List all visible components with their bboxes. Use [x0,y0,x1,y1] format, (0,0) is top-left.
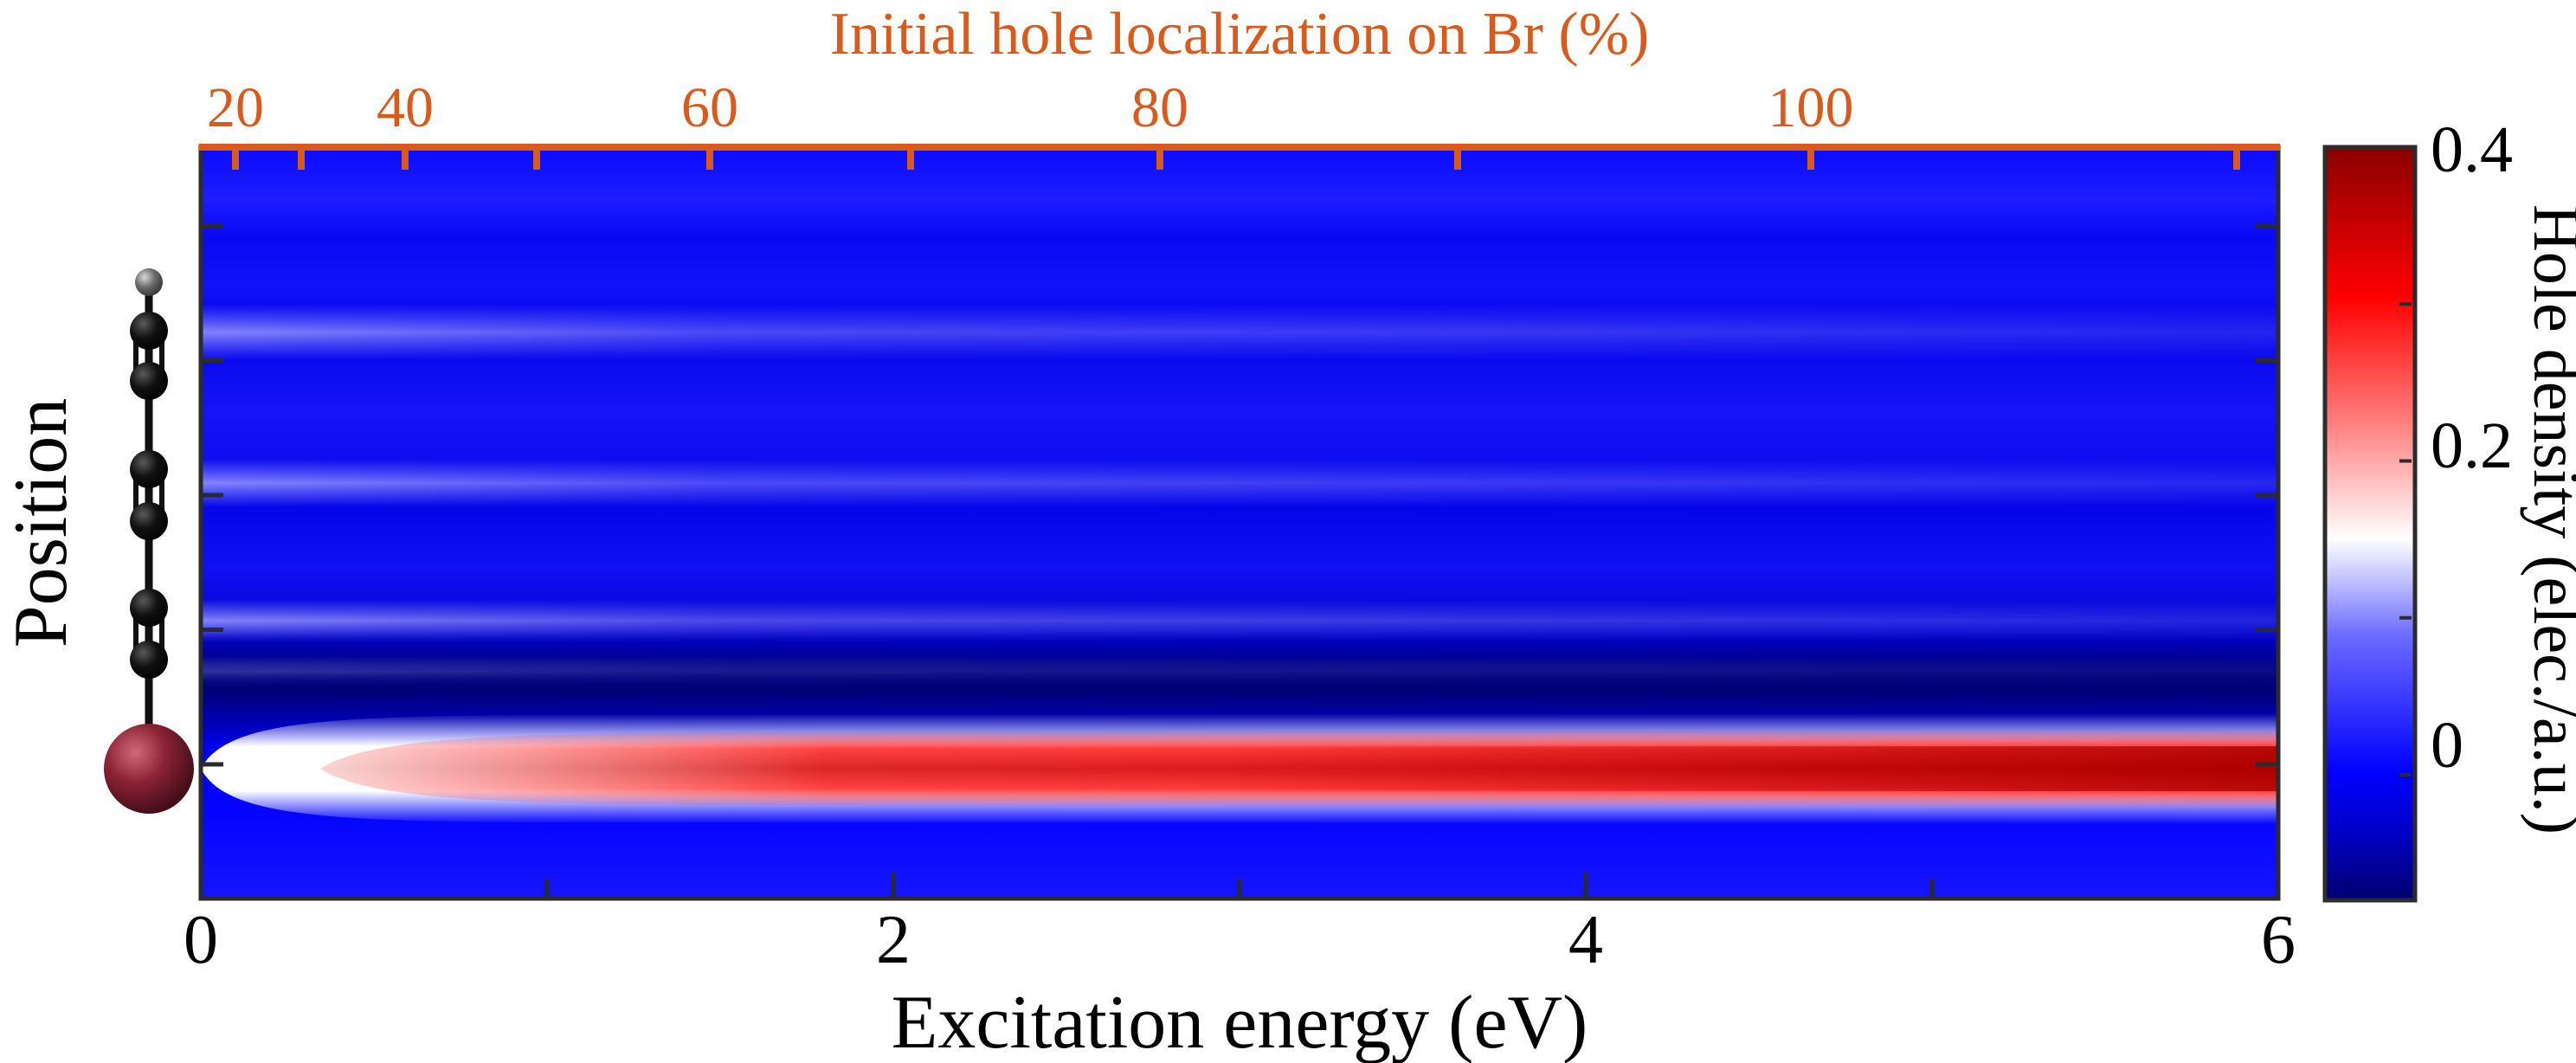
top-tick-label-20: 20 [207,76,264,139]
colorbar-tick-0: 0 [2431,709,2463,782]
colorbar-tick-0-2: 0.2 [2431,409,2513,482]
hydrogen-atom [135,268,163,296]
x-tick-label-2: 2 [876,902,911,978]
bromine-atom [104,724,194,814]
x-tick-label-6: 6 [2261,902,2296,978]
x-axis-title: Excitation energy (eV) [892,981,1588,1063]
top-axis-ticks [232,147,2240,170]
br-max-band [1212,746,2278,791]
top-axis-title: Initial hole localization on Br (%) [830,1,1650,68]
top-tick-label-100: 100 [1768,76,1854,139]
carbon-atom-1 [130,312,168,350]
bromo-polyyne-molecule-icon [104,268,194,814]
top-tick-label-80: 80 [1131,76,1188,139]
plot-axes [198,144,2281,901]
carbon-band-1 [201,305,2278,360]
colorbar-title: Hole density (elec./a.u.) [2520,204,2576,834]
bottom-tick-labels: 0 2 4 6 [184,902,2296,978]
carbon-atom-2 [130,362,168,400]
top-tick-labels: 20 40 60 80 100 [207,76,1854,139]
colorbar-gradient [2322,145,2418,903]
y-axis-title: Position [0,398,83,648]
carbon-band-2 [201,459,2278,507]
colorbar-ticks [2399,145,2412,776]
carbon-atom-6 [130,641,168,679]
x-tick-label-0: 0 [184,902,218,978]
carbon-atom-3 [130,450,168,488]
right-axis-ticks [2256,223,2278,767]
x-tick-label-4: 4 [1568,902,1603,978]
left-axis-ticks [201,223,223,767]
carbon-atom-4 [130,502,168,540]
carbon-atom-5 [130,589,168,627]
top-tick-label-60: 60 [681,76,738,139]
heatmap-area [201,147,2278,899]
top-tick-label-40: 40 [377,76,434,139]
colorbar-tick-0-4: 0.4 [2431,113,2513,186]
colorbar: 0.4 0.2 0 Hole density (elec./a.u.) [2322,113,2576,903]
